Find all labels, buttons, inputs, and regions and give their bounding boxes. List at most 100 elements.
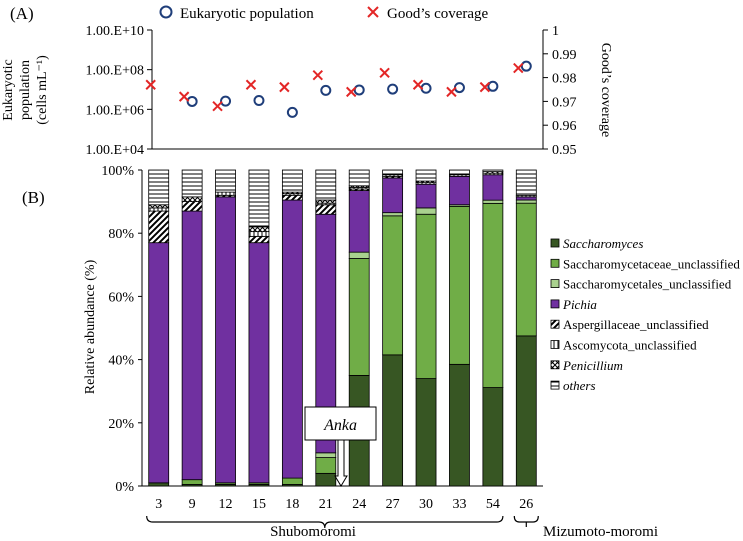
x-tick-label: 24 bbox=[352, 497, 366, 512]
y-tick-label: 40% bbox=[108, 354, 134, 369]
coverage-point bbox=[479, 81, 491, 93]
anka-box bbox=[304, 406, 377, 441]
bar-segment bbox=[449, 169, 470, 176]
right-tick-label: 0.98 bbox=[552, 72, 577, 87]
bar-segment bbox=[315, 472, 337, 487]
bar-segment bbox=[281, 477, 303, 485]
bar-segment bbox=[415, 207, 437, 215]
bar-segment bbox=[415, 169, 437, 182]
legend-swatch bbox=[550, 279, 560, 289]
right-tick-label: 0.95 bbox=[552, 143, 577, 158]
coverage-point bbox=[446, 86, 457, 98]
bar-segment bbox=[215, 191, 236, 196]
y-tick-label: 20% bbox=[108, 417, 134, 432]
bar-segment bbox=[315, 204, 337, 215]
bar-segment bbox=[315, 452, 337, 458]
x-tick-label: 12 bbox=[219, 497, 233, 512]
eukaryotic-point bbox=[387, 83, 399, 95]
bar-segment bbox=[415, 213, 437, 379]
bar-segment bbox=[148, 482, 170, 487]
bar-segment bbox=[515, 202, 537, 337]
left-axis-label-line: (cells mL⁻¹) bbox=[35, 55, 50, 125]
legend-label: Saccharomyces bbox=[563, 236, 643, 251]
bar-segment bbox=[482, 169, 504, 172]
bar-segment bbox=[415, 183, 437, 209]
bar-segment bbox=[515, 335, 537, 487]
stacked-bars bbox=[148, 169, 537, 487]
bar-segment bbox=[148, 210, 170, 244]
bar-segment bbox=[148, 204, 170, 209]
right-axis-label: Good’s coverage bbox=[598, 43, 613, 137]
panel-a-legend: Eukaryotic population Good’s coverage bbox=[159, 5, 489, 22]
bar-segment bbox=[248, 242, 270, 484]
bar-segment bbox=[482, 387, 504, 487]
left-axis-label: Eukaryotic population (cells mL⁻¹) bbox=[1, 55, 50, 125]
bar-segment bbox=[248, 231, 270, 237]
x-tick-label: 9 bbox=[189, 497, 196, 512]
coverage-point bbox=[513, 62, 524, 74]
legend-label: Penicillium bbox=[562, 358, 623, 373]
eukaryotic-point bbox=[186, 95, 198, 107]
mizumoto-bracket bbox=[513, 515, 539, 527]
coverage-point bbox=[279, 81, 290, 93]
legend-x-marker bbox=[367, 6, 379, 18]
y-tick-label: 0% bbox=[115, 480, 134, 495]
coverage-point bbox=[245, 79, 257, 90]
bar-segment bbox=[415, 378, 437, 487]
bar-segment bbox=[382, 215, 404, 356]
bar-segment bbox=[181, 479, 203, 485]
bar-segment bbox=[181, 210, 203, 481]
bar-segment bbox=[382, 212, 404, 217]
bar-segment bbox=[482, 202, 504, 388]
bar-segment bbox=[248, 235, 270, 244]
x-tick-label: 54 bbox=[486, 497, 500, 512]
bar-segment bbox=[382, 354, 404, 487]
bar-segment bbox=[449, 175, 470, 206]
bar-segment bbox=[382, 169, 404, 176]
bar-segment bbox=[315, 169, 337, 201]
coverage-point bbox=[178, 91, 190, 102]
legend-swatch bbox=[550, 238, 560, 248]
bar-segment bbox=[348, 258, 370, 376]
left-axis-label-line: population bbox=[18, 60, 33, 120]
legend-label: Ascomycota_unclassified bbox=[563, 338, 697, 353]
right-tick-label: 0.97 bbox=[552, 95, 577, 110]
left-axis-label-line: Eukaryotic bbox=[1, 59, 16, 120]
legend-label: Aspergillaceae_unclassified bbox=[563, 317, 709, 332]
x-tick-label: 18 bbox=[285, 497, 299, 512]
bar-segment bbox=[315, 457, 337, 474]
legend-circle-marker bbox=[159, 5, 173, 19]
left-tick-label: 1.00.E+10 bbox=[86, 24, 144, 39]
legend-swatch bbox=[550, 360, 560, 370]
eukaryotic-point bbox=[487, 80, 499, 92]
x-tick-label: 26 bbox=[519, 497, 533, 512]
bar-segment bbox=[449, 363, 470, 487]
panel-a-axes: 1.00.E+04 1.00.E+06 1.00.E+08 1.00.E+10 0.95… bbox=[86, 24, 577, 158]
bar-segment bbox=[348, 190, 370, 253]
group-brackets: Shubomoromi Mizumoto-moromi bbox=[146, 515, 658, 540]
legend-swatch bbox=[550, 340, 560, 349]
y-axis-label: Relative abundance (%) bbox=[83, 259, 98, 394]
bar-segment bbox=[482, 174, 504, 201]
shubomoromi-label: Shubomoromi bbox=[270, 524, 356, 540]
panel-b: (B) Relative abundance (%) 0% 20% 40% 60% 80… bbox=[22, 164, 740, 540]
anka-annotation: Anka bbox=[304, 406, 377, 487]
y-tick-label: 60% bbox=[108, 290, 134, 305]
bar-segment bbox=[382, 177, 404, 214]
x-tick-label: 30 bbox=[419, 497, 433, 512]
legend-label: others bbox=[563, 378, 596, 393]
legend-goods-coverage: Good’s coverage bbox=[387, 6, 489, 22]
legend-swatch bbox=[550, 258, 560, 268]
bar-segment bbox=[348, 169, 370, 187]
bar-segment bbox=[515, 196, 537, 201]
legend-swatch bbox=[550, 380, 560, 390]
legend-label: Saccharomycetaceae_unclassified bbox=[563, 256, 740, 271]
right-tick-label: 0.96 bbox=[552, 119, 577, 134]
bar-segment bbox=[482, 199, 504, 204]
coverage-point bbox=[412, 79, 424, 90]
bar-segment bbox=[148, 242, 170, 484]
coverage-point bbox=[212, 100, 223, 112]
anka-arrow bbox=[334, 439, 348, 487]
eukaryotic-point bbox=[320, 84, 332, 96]
